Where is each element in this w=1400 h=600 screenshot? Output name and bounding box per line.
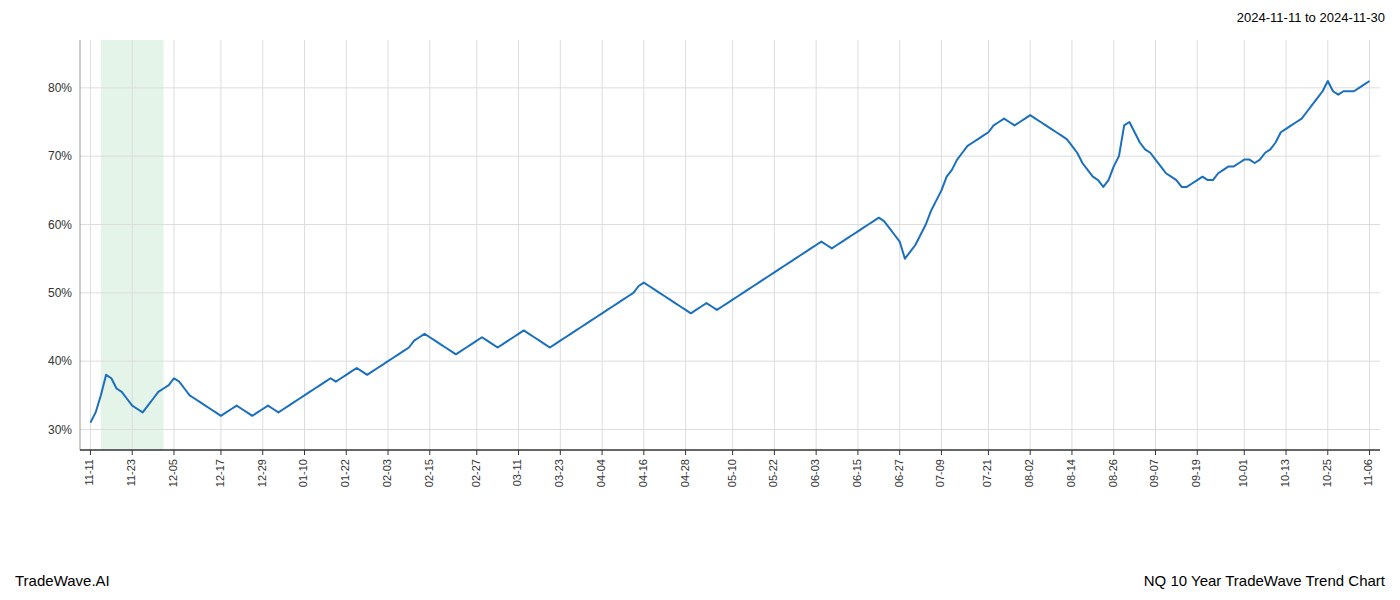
x-tick-label: 12-29 [256, 459, 268, 487]
x-grid-line [220, 40, 221, 450]
x-grid-line [685, 40, 686, 450]
x-tick-label: 02-27 [470, 459, 482, 487]
chart: 30% 40% 50% 60% 70% 80% 11-11 11-23 12-05 12-17 12… [0, 0, 1400, 600]
x-grid-line [132, 40, 133, 450]
x-grid-line [1244, 40, 1245, 450]
x-grid-line [1327, 40, 1328, 450]
x-grid-line [1113, 40, 1114, 450]
data-line [90, 81, 1369, 423]
x-tick-label: 06-03 [809, 459, 821, 487]
y-grid-line [80, 429, 1380, 430]
x-tick-label: 10-13 [1279, 459, 1291, 487]
y-grid-line [80, 87, 1380, 88]
x-tick-label: 08-02 [1023, 459, 1035, 487]
x-tick-label: 11-06 [1362, 459, 1374, 486]
x-grid-line [1071, 40, 1072, 450]
x-tick-label: 06-27 [893, 459, 905, 487]
line-group [90, 81, 1369, 423]
x-grid-line [560, 40, 561, 450]
y-tick-label: 70% [48, 149, 72, 163]
x-tick-label: 01-22 [339, 459, 351, 487]
x-grid-line [1369, 40, 1370, 450]
y-axis [80, 40, 81, 450]
footer-right: NQ 10 Year TradeWave Trend Chart [1144, 572, 1386, 589]
x-grid-line [643, 40, 644, 450]
x-tick-label: 03-11 [511, 459, 523, 486]
x-grid-line [388, 40, 389, 450]
x-tick-label: 03-23 [553, 459, 565, 487]
x-tick-label: 07-09 [934, 459, 946, 487]
x-tick-label: 01-10 [297, 459, 309, 487]
y-tick-label: 50% [48, 286, 72, 300]
x-tick-label: 12-17 [214, 459, 226, 487]
x-grid-line [602, 40, 603, 450]
x-grid-line [262, 40, 263, 450]
grid [80, 40, 1380, 450]
x-tick-label: 11-11 [83, 459, 95, 486]
x-tick-label: 10-01 [1237, 459, 1249, 487]
x-tick-label: 04-28 [679, 459, 691, 487]
x-grid-line [1197, 40, 1198, 450]
x-tick-label: 09-07 [1148, 459, 1160, 487]
x-tick-label: 12-05 [167, 459, 179, 487]
x-tick-label: 10-25 [1321, 459, 1333, 487]
y-grid-line [80, 292, 1380, 293]
x-grid-line [518, 40, 519, 450]
x-tick-label: 08-14 [1065, 459, 1077, 487]
y-grid-line [80, 224, 1380, 225]
x-grid-line [90, 40, 91, 450]
x-tick-label: 04-04 [595, 459, 607, 487]
y-grid-line [80, 156, 1380, 157]
y-tick-label: 40% [48, 354, 72, 368]
x-grid-line [857, 40, 858, 450]
x-tick-label: 11-23 [125, 459, 137, 486]
x-grid-line [476, 40, 477, 450]
x-grid-line [774, 40, 775, 450]
y-tick-label: 60% [48, 218, 72, 232]
x-tick-label: 02-03 [381, 459, 393, 487]
x-grid-line [346, 40, 347, 450]
x-axis [80, 449, 1380, 451]
x-grid-line [1030, 40, 1031, 450]
highlight-band [101, 40, 164, 450]
x-tick-label: 04-16 [637, 459, 649, 487]
x-grid-line [1286, 40, 1287, 450]
title: 2024-11-11 to 2024-11-30 [1237, 10, 1385, 25]
y-grid-line [80, 361, 1380, 362]
x-grid-line [1155, 40, 1156, 450]
y-tick-label: 80% [48, 81, 72, 95]
x-grid-line [988, 40, 989, 450]
x-grid-line [732, 40, 733, 450]
x-tick-label: 09-19 [1190, 459, 1202, 487]
footer-left: TradeWave.AI [15, 572, 110, 589]
x-grid-line [429, 40, 430, 450]
x-grid-line [173, 40, 174, 450]
x-tick-label: 08-26 [1107, 459, 1119, 487]
highlight-group [101, 40, 164, 450]
x-tick-label: 05-10 [726, 459, 738, 487]
x-tick-label: 06-15 [851, 459, 863, 487]
x-tick-label: 02-15 [423, 459, 435, 487]
x-tick-label: 07-21 [981, 459, 993, 487]
x-grid-line [941, 40, 942, 450]
x-tick-label: 05-22 [767, 459, 779, 487]
x-grid-line [304, 40, 305, 450]
y-tick-label: 30% [48, 423, 72, 437]
